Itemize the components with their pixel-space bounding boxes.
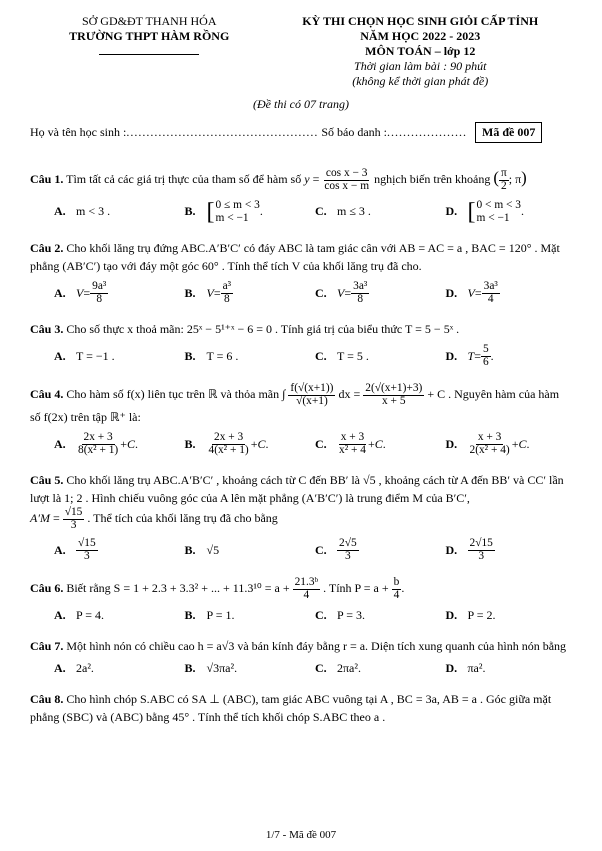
duration: Thời gian làm bài : 90 phút xyxy=(268,59,572,74)
question-2: Câu 2. Cho khối lăng trụ đứng ABC.A′B′C′… xyxy=(30,239,572,275)
exam-code: Mã đề 007 xyxy=(475,122,542,143)
exam-year: NĂM HỌC 2022 - 2023 xyxy=(268,29,572,44)
page-header: SỞ GD&ĐT THANH HÓA TRƯỜNG THPT HÀM RỒNG … xyxy=(30,14,572,89)
q4-options: A.2x + 38(x² + 1)+C. B.2x + 34(x² + 1)+C… xyxy=(50,430,572,459)
question-7: Câu 7. Một hình nón có chiều cao h = a√3… xyxy=(30,637,572,655)
q7-options: A.2a². B.√3πa². C.2πa². D.πa². xyxy=(50,659,572,678)
dept-line: SỞ GD&ĐT THANH HÓA xyxy=(30,14,268,29)
page-footer: 1/7 - Mã đề 007 xyxy=(0,829,602,841)
q6-options: A.P = 4. B.P = 1. C.P = 3. D.P = 2. xyxy=(50,606,572,625)
q3-options: A.T = −1 . B.T = 6 . C.T = 5 . D.T = 56. xyxy=(50,342,572,371)
header-right: KỲ THI CHỌN HỌC SINH GIỎI CẤP TỈNH NĂM H… xyxy=(268,14,572,89)
q1-options: A.m < 3 . B. [0 ≤ m < 3m < −1. C.m ≤ 3 .… xyxy=(50,197,572,227)
divider xyxy=(99,54,199,55)
question-1: Câu 1. Tìm tất cả các giá trị thực của t… xyxy=(30,165,572,193)
id-label: Số báo danh : xyxy=(321,125,387,140)
name-label: Họ và tên học sinh : xyxy=(30,125,126,140)
name-dots: ........................................… xyxy=(126,125,318,140)
question-5: Câu 5. Cho khối lăng trụ ABC.A′B′C′ , kh… xyxy=(30,471,572,532)
student-row: Họ và tên học sinh : ...................… xyxy=(30,122,572,143)
exam-subject: MÔN TOÁN – lớp 12 xyxy=(268,44,572,59)
header-left: SỞ GD&ĐT THANH HÓA TRƯỜNG THPT HÀM RỒNG xyxy=(30,14,268,89)
page-count: (Đề thi có 07 trang) xyxy=(30,97,572,112)
question-3: Câu 3. Cho số thực x thoả mãn: 25ˣ − 5¹⁺… xyxy=(30,320,572,338)
note: (không kể thời gian phát đề) xyxy=(268,74,572,89)
question-8: Câu 8. Cho hình chóp S.ABC có SA ⊥ (ABC)… xyxy=(30,690,572,726)
exam-title: KỲ THI CHỌN HỌC SINH GIỎI CẤP TỈNH xyxy=(268,14,572,29)
question-4: Câu 4. Cho hàm số f(x) liên tục trên ℝ v… xyxy=(30,383,572,426)
q5-options: A.√153 B.√5 C.2√53 D.2√153 xyxy=(50,536,572,565)
school-name: TRƯỜNG THPT HÀM RỒNG xyxy=(30,29,268,44)
id-dots: .................... xyxy=(387,125,467,140)
question-6: Câu 6. Biết rằng S = 1 + 2.3 + 3.3² + ..… xyxy=(30,577,572,602)
q2-options: A.V = 9a³8 B.V = a³8 C.V = 3a³8 D.V = 3a… xyxy=(50,279,572,308)
